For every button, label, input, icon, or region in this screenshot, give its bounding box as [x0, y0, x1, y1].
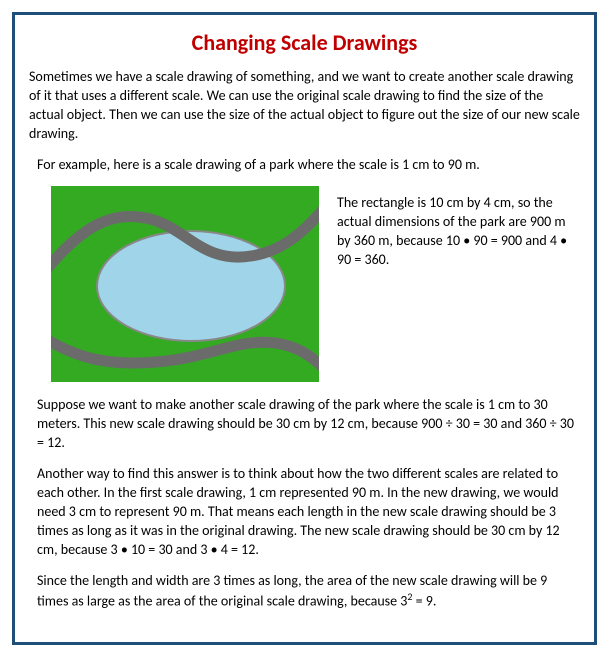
suppose-paragraph: Suppose we want to make another scale dr…: [37, 396, 580, 453]
another-way-paragraph: Another way to find this answer is to th…: [37, 465, 580, 559]
page-title: Changing Scale Drawings: [29, 29, 580, 56]
example-row: The rectangle is 10 cm by 4 cm, so the a…: [51, 186, 580, 382]
park-svg: [51, 186, 319, 382]
since-suffix: = 9.: [412, 593, 436, 610]
example-lead: For example, here is a scale drawing of …: [37, 156, 580, 175]
document-frame: Changing Scale Drawings Sometimes we hav…: [12, 12, 597, 645]
intro-paragraph: Sometimes we have a scale drawing of som…: [29, 68, 580, 144]
since-paragraph: Since the length and width are 3 times a…: [37, 572, 580, 612]
example-side-text: The rectangle is 10 cm by 4 cm, so the a…: [337, 186, 580, 270]
park-diagram: [51, 186, 319, 382]
since-prefix: Since the length and width are 3 times a…: [37, 572, 547, 611]
pond: [97, 231, 285, 341]
